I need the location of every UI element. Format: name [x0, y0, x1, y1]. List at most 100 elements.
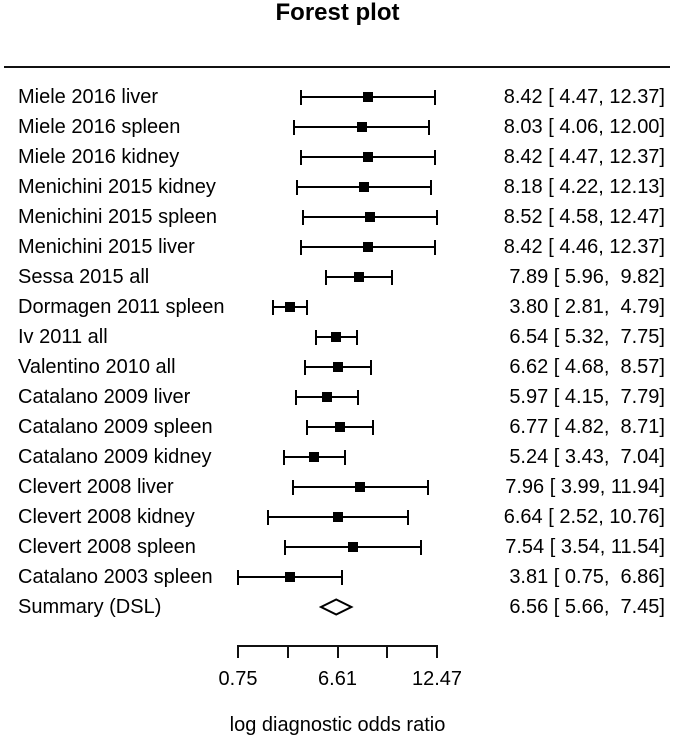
estimate-value: 8.42 [ 4.47, 12.37]	[503, 146, 665, 168]
ci-cap-left	[314, 330, 317, 345]
estimate-value: 7.89 [ 5.96, 9.82]	[509, 266, 665, 288]
estimate-value: 6.62 [ 4.68, 8.57]	[509, 356, 665, 378]
ci-cap-right	[369, 360, 372, 375]
estimate-marker	[363, 92, 374, 102]
estimate-value: 5.97 [ 4.15, 7.79]	[509, 386, 665, 408]
ci-cap-left	[237, 570, 239, 585]
estimate-marker	[284, 572, 295, 582]
study-label: Menichini 2015 spleen	[18, 206, 218, 228]
chart-title: Forest plot	[275, 0, 400, 26]
study-label: Dormagen 2011 spleen	[18, 296, 225, 318]
ci-cap-left	[300, 90, 303, 105]
ci-cap-left	[293, 120, 296, 135]
ci-cap-right	[356, 390, 359, 405]
ci-cap-left	[295, 180, 298, 195]
ci-cap-right	[420, 540, 423, 555]
estimate-marker	[309, 452, 320, 462]
study-label: Valentino 2010 all	[18, 356, 176, 378]
study-label: Clevert 2008 kidney	[18, 506, 195, 528]
estimate-marker	[363, 242, 374, 252]
ci-cap-right	[434, 150, 437, 165]
x-axis-tick	[286, 645, 289, 658]
estimate-marker	[321, 392, 332, 402]
estimate-value: 8.42 [ 4.46, 12.37]	[503, 236, 665, 258]
study-label: Clevert 2008 spleen	[18, 536, 196, 558]
x-tick-label: 0.75	[218, 668, 258, 690]
estimate-marker	[335, 422, 346, 432]
estimate-marker	[348, 542, 359, 552]
ci-cap-right	[355, 330, 358, 345]
estimate-value: 8.42 [ 4.47, 12.37]	[503, 86, 665, 108]
study-label: Menichini 2015 liver	[18, 236, 195, 258]
study-label: Miele 2016 kidney	[18, 146, 180, 168]
estimate-marker	[356, 122, 367, 132]
header-divider	[4, 66, 670, 68]
estimate-marker	[355, 482, 366, 492]
estimate-value: 6.77 [ 4.82, 8.71]	[509, 416, 665, 438]
ci-cap-right	[406, 510, 409, 525]
estimate-marker	[284, 302, 295, 312]
estimate-marker	[364, 212, 375, 222]
ci-cap-right	[427, 480, 429, 495]
summary-value: 6.56 [ 5.66, 7.45]	[509, 596, 665, 618]
study-label: Menichini 2015 kidney	[18, 176, 216, 198]
ci-cap-right	[340, 570, 343, 585]
ci-cap-left	[292, 480, 294, 495]
study-label: Catalano 2003 spleen	[18, 566, 213, 588]
estimate-marker	[331, 332, 342, 342]
ci-cap-right	[305, 300, 308, 315]
ci-cap-left	[302, 210, 305, 225]
x-tick-label: 6.61	[318, 668, 357, 690]
study-label: Iv 2011 all	[18, 326, 108, 348]
estimate-marker	[363, 152, 374, 162]
x-axis-title: log diagnostic odds ratio	[229, 714, 446, 736]
ci-cap-left	[282, 450, 285, 465]
x-axis-tick	[436, 645, 438, 658]
ci-cap-left	[306, 420, 309, 435]
estimate-marker	[333, 512, 343, 522]
study-label: Catalano 2009 spleen	[18, 416, 213, 438]
estimate-value: 8.03 [ 4.06, 12.00]	[503, 116, 665, 138]
estimate-value: 8.18 [ 4.22, 12.13]	[503, 176, 665, 198]
estimate-value: 6.54 [ 5.32, 7.75]	[509, 326, 665, 348]
study-label: Miele 2016 spleen	[18, 116, 181, 138]
ci-cap-right	[430, 180, 433, 195]
x-axis-tick	[237, 645, 239, 658]
study-label: Miele 2016 liver	[18, 86, 159, 108]
ci-cap-right	[434, 240, 437, 255]
study-label: Catalano 2009 liver	[18, 386, 191, 408]
ci-cap-left	[294, 390, 297, 405]
estimate-value: 6.64 [ 2.52, 10.76]	[503, 506, 665, 528]
ci-cap-left	[300, 150, 303, 165]
study-label: Catalano 2009 kidney	[18, 446, 212, 468]
ci-cap-right	[343, 450, 346, 465]
ci-cap-right	[428, 120, 431, 135]
ci-cap-left	[284, 540, 287, 555]
ci-cap-right	[372, 420, 375, 435]
ci-cap-left	[299, 240, 302, 255]
estimate-value: 3.81 [ 0.75, 6.86]	[509, 566, 665, 588]
x-tick-label: 12.47	[411, 668, 463, 690]
summary-diamond	[319, 598, 354, 616]
summary-label: Summary (DSL)	[18, 596, 162, 618]
estimate-value: 8.52 [ 4.58, 12.47]	[503, 206, 665, 228]
ci-cap-right	[436, 210, 438, 225]
estimate-marker	[359, 182, 370, 192]
ci-cap-left	[267, 510, 270, 525]
ci-cap-right	[391, 270, 393, 285]
study-label: Clevert 2008 liver	[18, 476, 174, 498]
estimate-marker	[354, 272, 365, 282]
study-label: Sessa 2015 all	[18, 266, 150, 288]
ci-cap-right	[434, 90, 437, 105]
ci-cap-left	[271, 300, 274, 315]
ci-cap-left	[325, 270, 328, 285]
estimate-value: 3.80 [ 2.81, 4.79]	[509, 296, 665, 318]
x-axis-tick	[386, 645, 389, 658]
ci-cap-left	[303, 360, 306, 375]
estimate-value: 7.96 [ 3.99, 11.94]	[505, 476, 665, 498]
estimate-value: 5.24 [ 3.43, 7.04]	[509, 446, 665, 468]
estimate-marker	[332, 362, 343, 372]
x-axis-tick	[336, 645, 339, 658]
estimate-value: 7.54 [ 3.54, 11.54]	[505, 536, 665, 558]
